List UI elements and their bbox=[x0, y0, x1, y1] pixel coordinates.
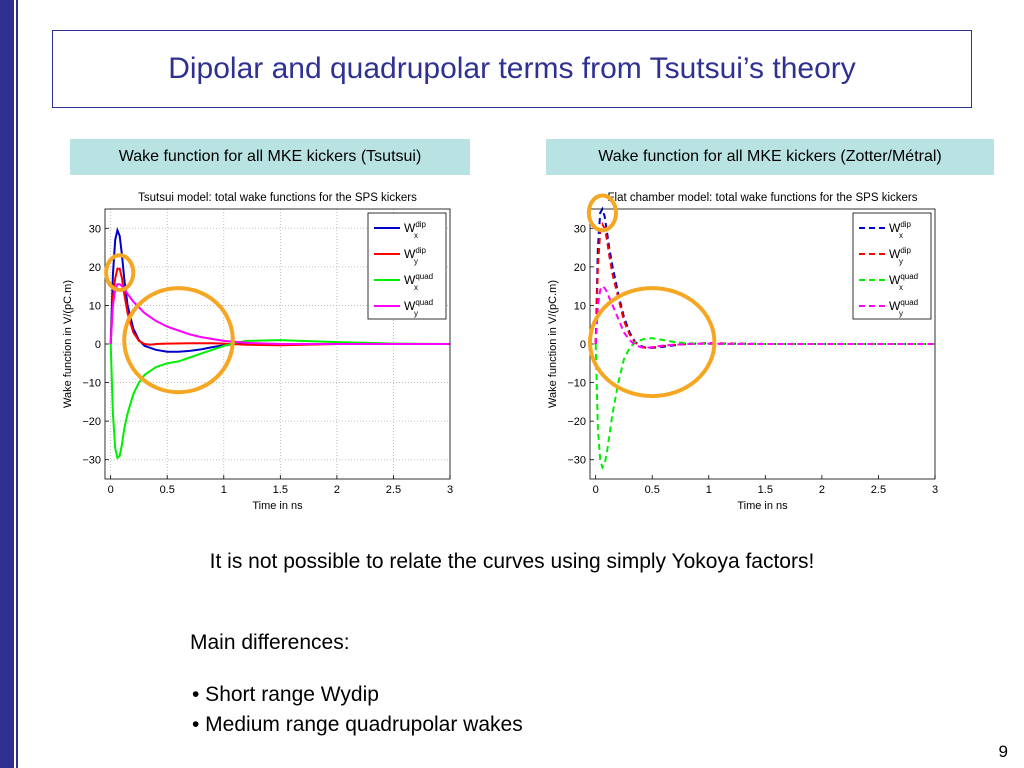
x-tick-label: 0.5 bbox=[160, 484, 175, 496]
x-axis-label: Time in ns bbox=[737, 500, 788, 512]
differences-list: • Short range Wydip • Medium range quadr… bbox=[192, 680, 523, 740]
caption-left: Wake function for all MKE kickers (Tsuts… bbox=[70, 139, 470, 175]
x-axis-label: Time in ns bbox=[252, 500, 303, 512]
difference-item: • Medium range quadrupolar wakes bbox=[192, 713, 523, 736]
y-tick-label: 20 bbox=[574, 262, 586, 274]
x-tick-label: 1 bbox=[706, 484, 712, 496]
y-tick-label: −10 bbox=[82, 378, 101, 390]
side-accent-line bbox=[16, 0, 18, 768]
highlight-circle bbox=[586, 193, 619, 233]
series-line bbox=[594, 337, 935, 470]
caption-right: Wake function for all MKE kickers (Zotte… bbox=[546, 139, 994, 175]
chart-title: Flat chamber model: total wake functions… bbox=[608, 192, 918, 204]
x-tick-label: 2.5 bbox=[386, 484, 401, 496]
x-tick-label: 1.5 bbox=[273, 484, 288, 496]
y-tick-label: 0 bbox=[95, 339, 101, 351]
x-tick-label: 2.5 bbox=[871, 484, 886, 496]
legend-label: Wdip x bbox=[404, 220, 427, 240]
flat-chamber-wake-chart: Flat chamber model: total wake functions… bbox=[547, 192, 938, 512]
legend-box bbox=[367, 212, 447, 320]
legend-label: Wquad y bbox=[404, 298, 433, 318]
differences-heading: Main differences: bbox=[190, 631, 350, 654]
side-accent-bar bbox=[0, 0, 14, 768]
legend-label: Wdip y bbox=[889, 246, 912, 266]
highlight-circle bbox=[104, 253, 136, 293]
legend-label: Wquad y bbox=[889, 298, 918, 318]
legend-label: Wdip x bbox=[889, 220, 912, 240]
y-tick-label: −20 bbox=[567, 416, 586, 428]
x-tick-label: 1.5 bbox=[758, 484, 773, 496]
plot-frame bbox=[104, 208, 451, 480]
chart-title: Tsutsui model: total wake functions for … bbox=[138, 192, 417, 204]
y-tick-label: 30 bbox=[574, 223, 586, 235]
legend-label: Wdip y bbox=[404, 246, 427, 266]
y-tick-label: −20 bbox=[82, 416, 101, 428]
y-tick-label: −10 bbox=[567, 378, 586, 390]
x-tick-label: 0 bbox=[108, 484, 114, 496]
y-tick-label: −30 bbox=[567, 455, 586, 467]
highlight-circle bbox=[587, 286, 717, 399]
y-tick-label: 10 bbox=[89, 300, 101, 312]
y-axis-label: Wake function in V/(pC.m) bbox=[62, 280, 74, 408]
y-tick-label: −30 bbox=[82, 455, 101, 467]
legend-label: Wquad x bbox=[889, 272, 918, 292]
page-number: 9 bbox=[998, 742, 1008, 761]
x-tick-label: 1 bbox=[221, 484, 227, 496]
legend-label: Wquad x bbox=[404, 272, 433, 292]
conclusion-text: It is not possible to relate the curves … bbox=[209, 550, 815, 573]
series-line bbox=[594, 284, 935, 349]
x-tick-label: 2 bbox=[334, 484, 340, 496]
series-line bbox=[109, 267, 450, 347]
difference-item: • Short range Wydip bbox=[192, 683, 379, 706]
y-tick-label: 30 bbox=[89, 223, 101, 235]
x-tick-label: 2 bbox=[819, 484, 825, 496]
y-tick-label: 20 bbox=[89, 262, 101, 274]
legend-box bbox=[852, 212, 932, 320]
title-box: Dipolar and quadrupolar terms from Tsuts… bbox=[52, 30, 972, 108]
slide-title: Dipolar and quadrupolar terms from Tsuts… bbox=[168, 52, 856, 85]
y-tick-label: 0 bbox=[580, 339, 586, 351]
tsutsui-wake-chart: Tsutsui model: total wake functions for … bbox=[62, 192, 453, 512]
series-line bbox=[109, 283, 450, 345]
x-tick-label: 0 bbox=[593, 484, 599, 496]
x-tick-label: 3 bbox=[932, 484, 938, 496]
y-tick-label: 10 bbox=[574, 300, 586, 312]
y-axis-label: Wake function in V/(pC.m) bbox=[547, 280, 559, 408]
x-tick-label: 3 bbox=[447, 484, 453, 496]
series-line bbox=[109, 339, 451, 460]
highlight-circle bbox=[122, 286, 235, 395]
x-tick-label: 0.5 bbox=[645, 484, 660, 496]
